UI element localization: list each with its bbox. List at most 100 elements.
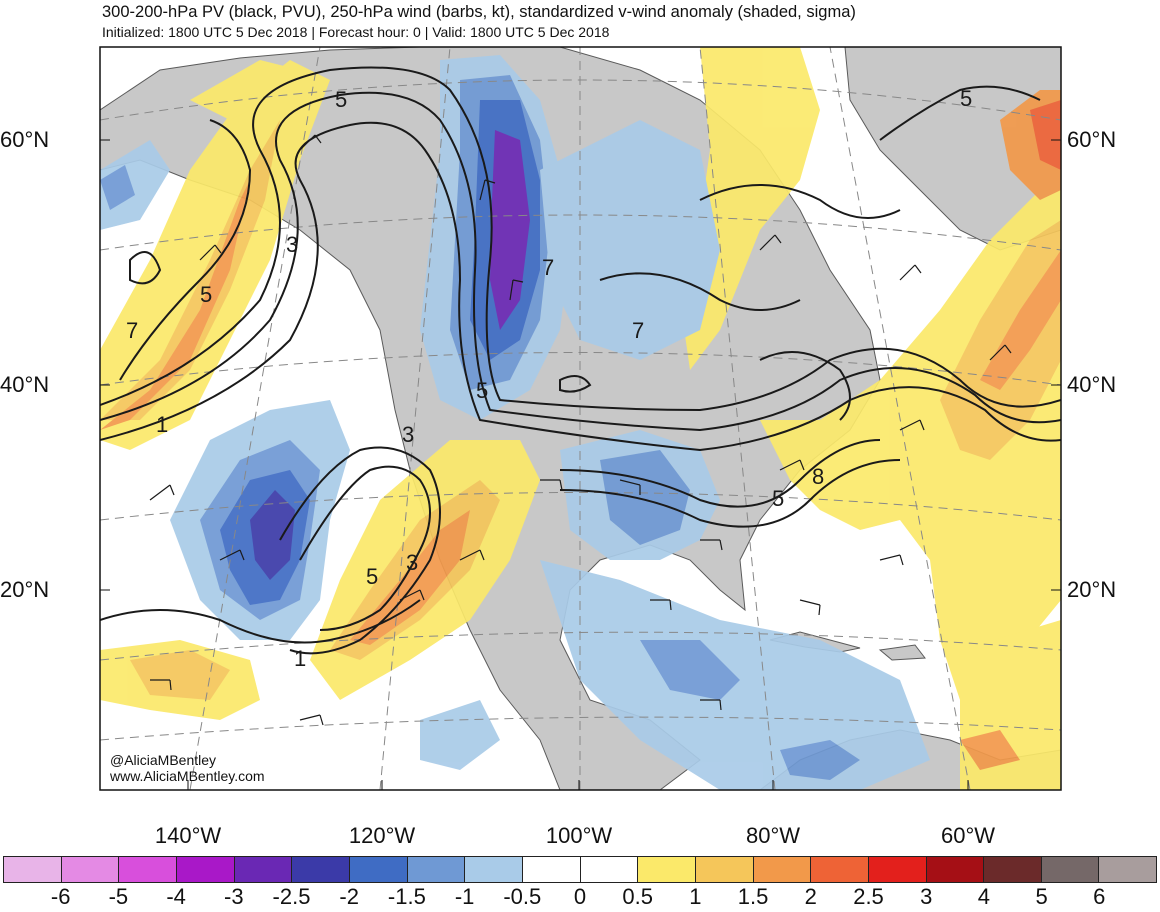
neg-anomaly-east-trough bbox=[540, 120, 720, 360]
colorbar-tick-label: 0 bbox=[573, 884, 587, 909]
anomaly-shading bbox=[100, 47, 1061, 790]
pos-anomaly-atlantic-peak bbox=[980, 250, 1061, 390]
colorbar-tick-label: -2 bbox=[339, 884, 359, 909]
pos-anomaly-subtropical-peak bbox=[350, 510, 470, 645]
colorbar-tick-label: 4 bbox=[977, 884, 991, 909]
colorbar-swatch bbox=[119, 857, 177, 882]
neg-anomaly-southeast-us-core bbox=[600, 450, 690, 545]
colorbar-swatch bbox=[176, 857, 235, 882]
colorbar-swatch bbox=[61, 857, 120, 882]
colorbar-tick-label: 2.5 bbox=[853, 884, 884, 909]
colorbar-tick-label: -5 bbox=[108, 884, 129, 909]
colorbar-swatch bbox=[522, 857, 581, 882]
lat-label-40n-left: 40°N bbox=[0, 372, 50, 397]
neg-anomaly-trough-core bbox=[490, 130, 530, 330]
colorbar-tick-label: -2.5 bbox=[272, 884, 311, 909]
colorbar-tick-label: -6 bbox=[50, 884, 71, 909]
pv-label: 5 bbox=[335, 87, 347, 112]
wind-barbs bbox=[149, 134, 1012, 726]
lat-label-60n-right: 60°N bbox=[1067, 127, 1117, 152]
pos-anomaly-southeast bbox=[960, 620, 1061, 790]
colorbar-swatch bbox=[1041, 857, 1100, 882]
colorbar-tick-label: -4 bbox=[166, 884, 186, 909]
pos-anomaly-north-pacific bbox=[190, 60, 300, 120]
colorbar-tick-label: -3 bbox=[224, 884, 244, 909]
lon-label-80w: 80°W bbox=[745, 823, 801, 848]
colorbar-tick-label: -1.5 bbox=[387, 884, 426, 909]
lat-label-40n-right: 40°N bbox=[1067, 372, 1117, 397]
pv-label: 5 bbox=[960, 86, 972, 111]
colorbar-tick-label: 2 bbox=[804, 884, 817, 909]
colorbar-swatch bbox=[580, 857, 639, 882]
neg-anomaly-west-core bbox=[100, 165, 135, 210]
lat-label-20n-left: 20°N bbox=[0, 577, 50, 602]
neg-anomaly-caribbean-core bbox=[640, 640, 740, 700]
colorbar-tick-label: 1 bbox=[689, 884, 702, 909]
pv-label: 7 bbox=[126, 318, 138, 343]
pos-anomaly-atlantic-core bbox=[940, 220, 1061, 460]
neg-anomaly-west bbox=[100, 140, 170, 230]
colorbar-tick-label: 1.5 bbox=[737, 884, 769, 909]
pv-label: 3 bbox=[286, 232, 298, 257]
lon-label-120w: 120°W bbox=[348, 823, 416, 848]
lon-line-140w bbox=[189, 47, 321, 790]
colorbar-tick-label: 0.5 bbox=[622, 884, 653, 909]
lon-line-60w bbox=[829, 47, 971, 790]
colorbar-swatch bbox=[234, 857, 293, 882]
lat-line-10n bbox=[100, 716, 1061, 741]
neg-anomaly-caribbean-south bbox=[780, 740, 860, 780]
lon-label-100w: 100°W bbox=[545, 823, 613, 848]
pv-label: 3 bbox=[402, 422, 414, 447]
colorbar-swatch bbox=[984, 857, 1042, 882]
chart-title: 300-200-hPa PV (black, PVU), 250-hPa win… bbox=[102, 3, 856, 21]
lon-line-80w bbox=[699, 47, 776, 790]
colorbar-swatch bbox=[349, 857, 408, 882]
lon-label-140w: 140°W bbox=[154, 823, 222, 848]
credit-handle: @AliciaMBentley bbox=[110, 752, 217, 768]
pv-label: 5 bbox=[366, 564, 378, 589]
pv-labels: 5 3 5 7 1 7 5 3 3 5 1 7 5 8 5 bbox=[126, 86, 972, 671]
credit-url: www.AliciaMBentley.com bbox=[110, 768, 265, 784]
colorbar-swatch bbox=[4, 857, 62, 882]
colorbar-swatch bbox=[292, 857, 350, 882]
colorbar-swatch bbox=[465, 857, 523, 882]
pv-label: 8 bbox=[812, 464, 824, 489]
colorbar-swatch bbox=[926, 857, 985, 882]
pv-label: 1 bbox=[156, 412, 168, 437]
colorbar-tick-label: -1 bbox=[454, 884, 475, 909]
pv-label: 5 bbox=[772, 486, 784, 511]
hispaniola-land bbox=[878, 644, 926, 661]
neg-anomaly-cutoff-core bbox=[250, 490, 295, 580]
map-border bbox=[99, 46, 1062, 791]
colorbar-swatch bbox=[868, 857, 927, 882]
colorbar-swatch bbox=[638, 857, 696, 882]
colorbar-swatch bbox=[753, 857, 812, 882]
pos-anomaly-greenland bbox=[680, 47, 820, 370]
lat-label-20n-right: 20°N bbox=[1067, 577, 1117, 602]
colorbar-swatch bbox=[407, 857, 466, 882]
chart-subtitle: Initialized: 1800 UTC 5 Dec 2018 | Forec… bbox=[102, 24, 610, 40]
colorbar-swatch bbox=[695, 857, 754, 882]
pos-anomaly-southeast-core bbox=[960, 730, 1020, 770]
pos-anomaly-east-peak bbox=[1030, 100, 1061, 170]
pv-contours bbox=[100, 66, 1061, 655]
colorbar-swatch bbox=[811, 857, 869, 882]
colorbar bbox=[3, 856, 1157, 883]
pv-label: 5 bbox=[476, 378, 488, 403]
lon-label-60w: 60°W bbox=[940, 823, 996, 848]
axis-ticks bbox=[100, 139, 1061, 790]
colorbar-swatch bbox=[1099, 857, 1157, 882]
pv-label: 7 bbox=[632, 318, 644, 343]
pos-anomaly-tropical-pacific-core bbox=[130, 650, 230, 700]
pv-label: 7 bbox=[542, 255, 554, 280]
neg-anomaly-tropical-pacific bbox=[420, 700, 500, 770]
colorbar-tick-label: -0.5 bbox=[503, 884, 542, 909]
pv-label: 5 bbox=[200, 282, 212, 307]
pv-label: 3 bbox=[406, 550, 418, 575]
colorbar-tick-label: 6 bbox=[1093, 884, 1106, 909]
pv-label: 1 bbox=[294, 646, 306, 671]
colorbar-tick-label: 5 bbox=[1035, 884, 1048, 909]
lat-label-60n-left: 60°N bbox=[0, 127, 50, 152]
colorbar-tick-label: 3 bbox=[920, 884, 933, 909]
